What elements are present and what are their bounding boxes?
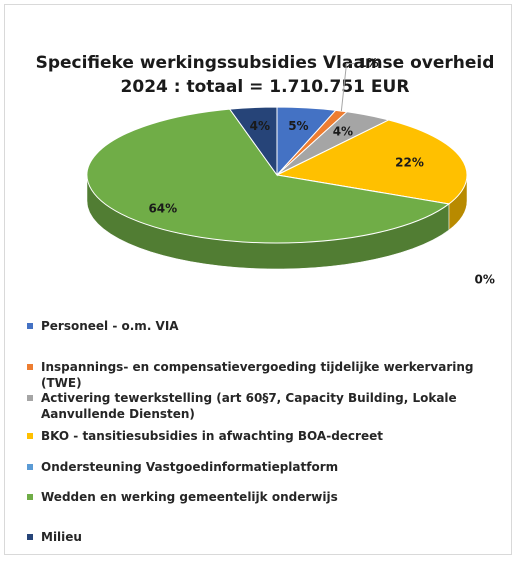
data-label: 64% — [148, 201, 177, 215]
chart-frame — [4, 4, 512, 555]
legend-item: Ondersteuning Vastgoedinformatieplatform — [27, 459, 497, 475]
leader-line — [340, 63, 355, 112]
data-label: 1% — [358, 56, 378, 70]
data-label: 4% — [333, 125, 353, 139]
legend-item: Wedden en werking gemeentelijk onderwijs — [27, 489, 497, 505]
legend-swatch — [27, 494, 33, 500]
legend-item: Personeel - o.m. VIA — [27, 318, 497, 334]
pie-slice — [228, 106, 278, 177]
data-label: 5% — [288, 119, 308, 133]
legend-swatch — [27, 534, 33, 540]
legend-label: BKO - tansitiesubsidies in afwachting BO… — [41, 429, 383, 443]
legend-item: BKO - tansitiesubsidies in afwachting BO… — [27, 428, 497, 444]
data-label: 22% — [395, 155, 424, 169]
legend-swatch — [27, 433, 33, 439]
data-label: 0% — [474, 273, 494, 287]
legend-label: Personeel - o.m. VIA — [41, 319, 179, 333]
legend-label: Inspannings- en compensatievergoeding ti… — [41, 360, 474, 390]
chart-title: 2024 : totaal = 1.710.751 EUR — [121, 77, 410, 97]
legend-swatch — [27, 395, 33, 401]
legend-item: Milieu — [27, 529, 497, 545]
data-label: 4% — [250, 119, 270, 133]
legend-label: Milieu — [41, 530, 82, 544]
legend-swatch — [27, 464, 33, 470]
legend-swatch — [27, 364, 33, 370]
legend-item: Inspannings- en compensatievergoeding ti… — [27, 359, 497, 391]
legend-label: Ondersteuning Vastgoedinformatieplatform — [41, 460, 339, 474]
legend-item: Activering tewerkstelling (art 60§7, Cap… — [27, 390, 497, 422]
pie-slice — [86, 108, 451, 244]
chart-title: Specifieke werkingssubsidies Vlaamse ove… — [36, 53, 495, 73]
chart: Specifieke werkingssubsidies Vlaamse ove… — [36, 53, 495, 287]
legend-label: Wedden en werking gemeentelijk onderwijs — [41, 490, 338, 504]
legend-swatch — [27, 323, 33, 329]
legend-label: Activering tewerkstelling (art 60§7, Cap… — [41, 391, 457, 421]
